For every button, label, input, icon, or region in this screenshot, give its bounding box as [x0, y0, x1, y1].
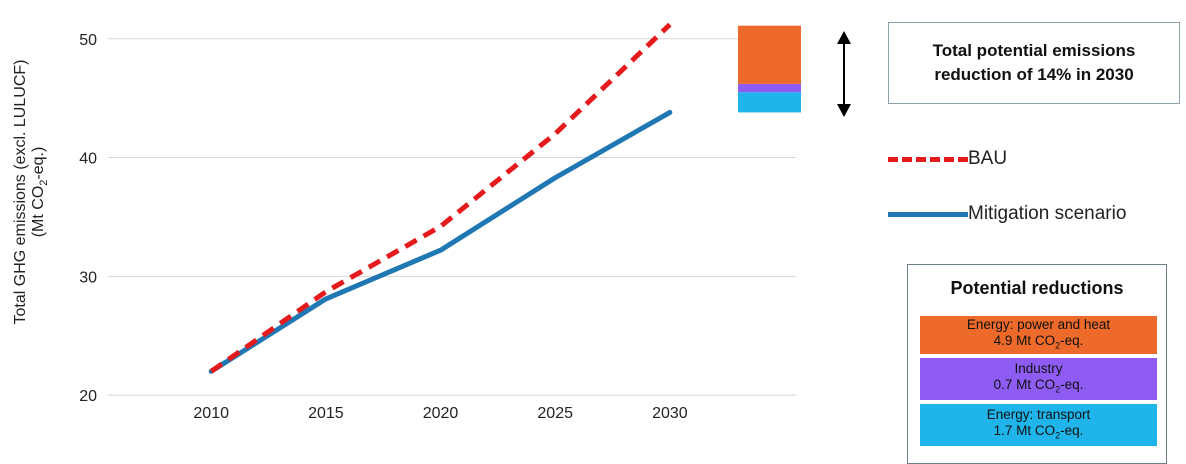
reduction-item-label: Energy: transport	[986, 406, 1091, 422]
legend-item-bau: BAU	[888, 148, 1007, 170]
legend-item-mitigation: Mitigation scenario	[888, 203, 1126, 225]
reduction-item-amount: 0.7 Mt CO2-eq.	[993, 376, 1084, 395]
reduction-arrow	[837, 31, 851, 117]
legend-label-mitigation: Mitigation scenario	[968, 203, 1127, 224]
reduction-stack	[738, 25, 801, 113]
y-axis-label: Total GHG emissions (excl. LULUCF) (Mt C…	[12, 60, 50, 325]
reduction-item-label: Industry	[1014, 360, 1063, 376]
gridlines	[108, 38, 796, 396]
reduction-item-industry: Industry 0.7 Mt CO2-eq.	[920, 358, 1157, 400]
series-line-mitigation	[208, 109, 673, 374]
x-tick-label: 2020	[423, 405, 459, 422]
reduction-segment	[738, 83, 801, 93]
reduction-segment	[738, 92, 801, 113]
x-tick-label: 2025	[537, 405, 573, 422]
y-tick-label: 50	[79, 32, 97, 49]
x-tick-label: 2030	[652, 405, 688, 422]
legend-label-bau: BAU	[968, 148, 1008, 169]
reduction-item-amount: 4.9 Mt CO2-eq.	[993, 332, 1084, 351]
reduction-item-amount: 1.7 Mt CO2-eq.	[993, 422, 1084, 441]
potential-reductions-title: Potential reductions	[950, 278, 1124, 298]
y-tick-labels: 20 30 40 50	[79, 32, 97, 405]
series-line-bau	[209, 22, 672, 374]
reduction-callout-text: Total potential emissions reduction of 1…	[932, 41, 1136, 84]
x-tick-label: 2015	[308, 405, 344, 422]
y-tick-label: 40	[79, 151, 97, 168]
x-tick-label: 2010	[193, 405, 229, 422]
legend-swatch-bau	[888, 156, 968, 162]
reduction-item-transport: Energy: transport 1.7 Mt CO2-eq.	[920, 404, 1157, 446]
x-tick-labels: 2010 2015 2020 2025 2030	[193, 405, 687, 422]
y-axis-label-line2: (Mt CO2-eq.)	[30, 147, 50, 238]
y-axis-label-line1: Total GHG emissions (excl. LULUCF)	[12, 60, 29, 325]
reduction-item-label: Energy: power and heat	[966, 316, 1111, 332]
series-lines	[208, 22, 673, 374]
reduction-item-power-heat: Energy: power and heat 4.9 Mt CO2-eq.	[920, 316, 1157, 354]
y-tick-label: 30	[79, 269, 97, 286]
reduction-callout: Total potential emissions reduction of 1…	[888, 22, 1180, 104]
reduction-segment	[738, 25, 801, 84]
y-tick-label: 20	[79, 388, 97, 405]
legend-swatch-mitigation	[888, 211, 968, 217]
reduction-arrow-head-up	[837, 31, 851, 44]
reduction-arrow-head-down	[837, 104, 851, 117]
potential-reductions-box: Potential reductions Energy: power and h…	[907, 264, 1167, 464]
